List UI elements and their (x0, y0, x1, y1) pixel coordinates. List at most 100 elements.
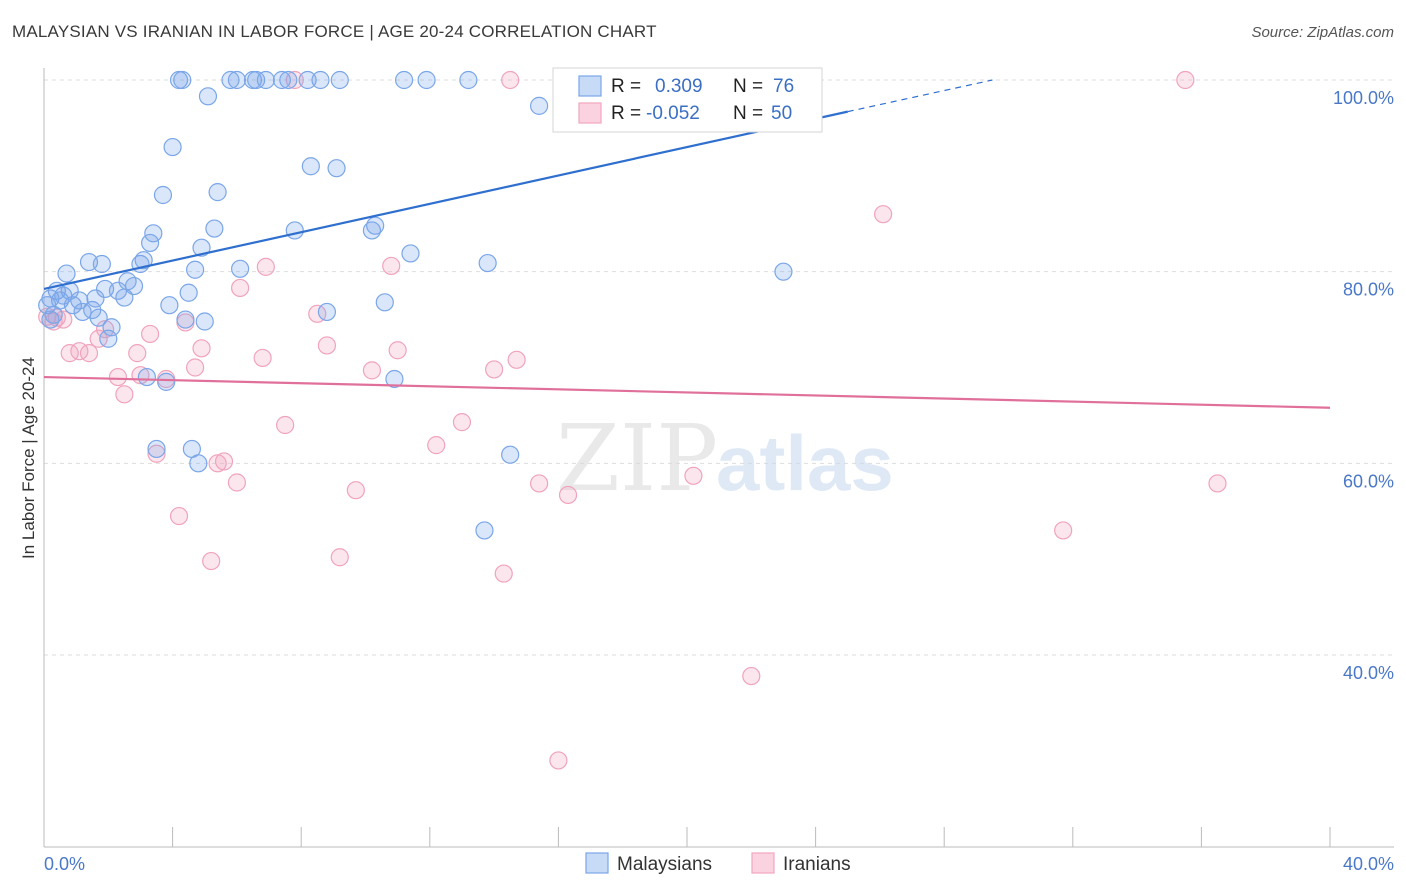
malaysians-point (417, 70, 436, 90)
malaysians-point (144, 224, 163, 243)
watermark: ZIP atlas (556, 405, 894, 512)
malaysians-point (186, 260, 205, 279)
iranians-point (89, 329, 108, 348)
iranians-point (47, 308, 66, 327)
malaysians-point (173, 70, 192, 90)
malaysians-trend-line (43, 110, 848, 290)
malaysians-point (311, 70, 330, 90)
legend-r-value-2: -0.052 (646, 103, 700, 124)
iranians-point (346, 481, 365, 500)
iranians-point (192, 339, 211, 358)
malaysians-point (501, 445, 520, 464)
iranians-point (1176, 70, 1195, 90)
legend-r-value-1: 0.309 (655, 76, 703, 97)
malaysians-point (157, 372, 176, 391)
malaysians-point (256, 70, 275, 90)
iranians-point (558, 485, 578, 505)
malaysians-point (195, 312, 214, 331)
malaysians-point (124, 276, 144, 296)
malaysians-point (192, 238, 211, 257)
iranians-point (1208, 474, 1227, 493)
bottom-legend-swatch-malaysians (585, 852, 609, 874)
iranians-point (256, 257, 275, 276)
malaysians-points (38, 70, 793, 540)
malaysians-point (362, 221, 382, 240)
iranians-point (128, 344, 147, 363)
trend-lines (43, 79, 1331, 409)
legend-n-value-1: 76 (773, 76, 794, 97)
malaysians-point (298, 70, 317, 90)
iranians-point (1054, 521, 1073, 540)
malaysians-point (86, 289, 105, 308)
iranians-point (115, 385, 134, 404)
axes (43, 68, 1394, 848)
malaysians-point (70, 291, 89, 310)
legend-swatch-malaysians (578, 75, 602, 97)
watermark-atlas: atlas (716, 419, 894, 507)
malaysians-point (189, 454, 208, 473)
iranians-point (362, 361, 382, 380)
malaysians-point (89, 308, 108, 327)
malaysians-point (41, 310, 60, 329)
malaysians-point (272, 70, 292, 90)
bottom-legend-label-iranians: Iranians (783, 854, 851, 875)
y-tick-label: 100.0% (1333, 88, 1394, 108)
malaysians-point (137, 367, 156, 387)
bottom-legend-label-malaysians: Malaysians (617, 854, 712, 875)
malaysians-point (221, 70, 240, 90)
gridlines (44, 79, 1394, 656)
x-tick-labels: 0.0% 40.0% (44, 854, 1394, 874)
malaysians-point (147, 439, 166, 459)
malaysians-point (279, 70, 298, 90)
malaysians-point (102, 318, 121, 337)
iranians-trend-line (43, 375, 1331, 409)
malaysians-point (475, 521, 494, 540)
iranians-point (507, 350, 526, 369)
y-tick-labels: 40.0% 60.0% 80.0% 100.0% (1333, 88, 1394, 683)
iranians-point (452, 413, 472, 432)
malaysians-point (327, 159, 346, 178)
iranians-point (95, 320, 115, 339)
iranians-point (54, 310, 73, 329)
iranians-point (485, 360, 504, 379)
malaysians-point (317, 302, 337, 322)
malaysians-point (459, 70, 478, 90)
iranians-point (147, 444, 166, 463)
iranians-point (382, 256, 401, 276)
malaysians-point (774, 262, 793, 281)
iranians-points (38, 70, 1227, 770)
malaysians-point (92, 254, 111, 274)
malaysians-point (530, 96, 549, 115)
malaysians-point (478, 253, 497, 273)
legend-swatch-iranians (578, 102, 602, 124)
x-tick-label: 0.0% (44, 854, 85, 874)
iranians-point (874, 205, 893, 224)
iranians-point (202, 551, 221, 571)
iranians-point (530, 474, 549, 493)
legend-n-label-2: N = (733, 103, 763, 124)
malaysians-point (285, 221, 304, 240)
malaysians-point (179, 283, 198, 302)
malaysians-point (394, 70, 414, 90)
iranians-point (140, 324, 160, 344)
iranians-point (549, 751, 568, 770)
malaysians-point (366, 216, 385, 235)
source-credit: Source: ZipAtlas.com (1251, 24, 1394, 41)
iranians-point (285, 70, 304, 90)
iranians-point (231, 278, 250, 298)
malaysians-point (134, 251, 153, 270)
bottom-legend: Malaysians Iranians (585, 852, 851, 875)
iranians-point (330, 548, 349, 567)
malaysians-point (330, 70, 349, 90)
iranians-point (214, 452, 234, 471)
malaysians-point (231, 259, 250, 278)
malaysians-point (160, 296, 179, 315)
iranians-point (317, 336, 337, 355)
legend-r-label-1: R = (611, 76, 641, 97)
chart-title: MALAYSIAN VS IRANIAN IN LABOR FORCE | AG… (12, 22, 657, 41)
iranians-point (186, 358, 205, 377)
iranians-point (276, 415, 295, 435)
watermark-zip: ZIP (556, 405, 718, 512)
legend-box: R = 0.309 N = 76 R = -0.052 N = 50 (552, 67, 823, 133)
